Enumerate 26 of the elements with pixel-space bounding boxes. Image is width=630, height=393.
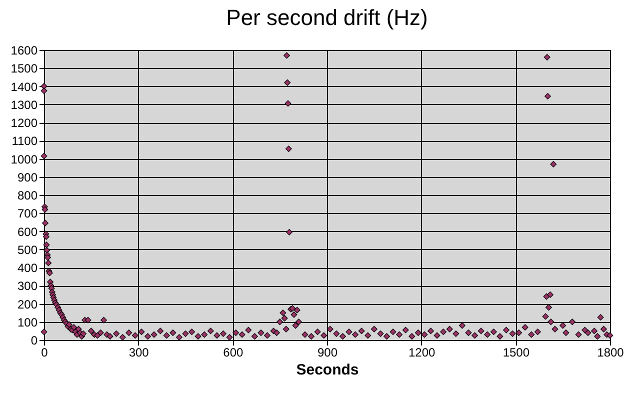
y-tick-label: 1600 — [10, 44, 38, 58]
x-tick-label: 1200 — [408, 346, 436, 360]
y-tick-label: 100 — [17, 315, 38, 330]
x-tick-label: 300 — [128, 346, 150, 360]
y-tick-label: 1400 — [10, 80, 38, 94]
y-tick-label: 1500 — [10, 62, 38, 76]
x-tick-label: 1500 — [502, 346, 530, 360]
y-tick-label: 600 — [17, 224, 38, 239]
x-tick-label: 600 — [223, 346, 244, 360]
y-tick-label: 1200 — [10, 116, 38, 130]
y-tick-label: 500 — [17, 242, 38, 257]
y-tick-label: 700 — [17, 206, 38, 221]
x-axis-title: Seconds — [296, 362, 359, 378]
y-tick-label: 800 — [17, 188, 38, 202]
y-tick-label: 300 — [17, 279, 38, 294]
y-tick-label: 0 — [30, 334, 38, 348]
x-tick-label: 900 — [317, 346, 338, 360]
y-tick-label: 1300 — [10, 98, 38, 112]
x-tick-label: 0 — [41, 346, 48, 360]
chart-title: Per second drift (Hz) — [226, 5, 428, 30]
y-tick-label: 1100 — [12, 134, 38, 148]
y-tick-label: 1000 — [10, 152, 38, 166]
y-tick-label: 900 — [17, 170, 38, 184]
y-tick-label: 400 — [17, 261, 38, 275]
x-tick-label: 1800 — [597, 346, 624, 360]
y-tick-label: 200 — [17, 297, 38, 312]
